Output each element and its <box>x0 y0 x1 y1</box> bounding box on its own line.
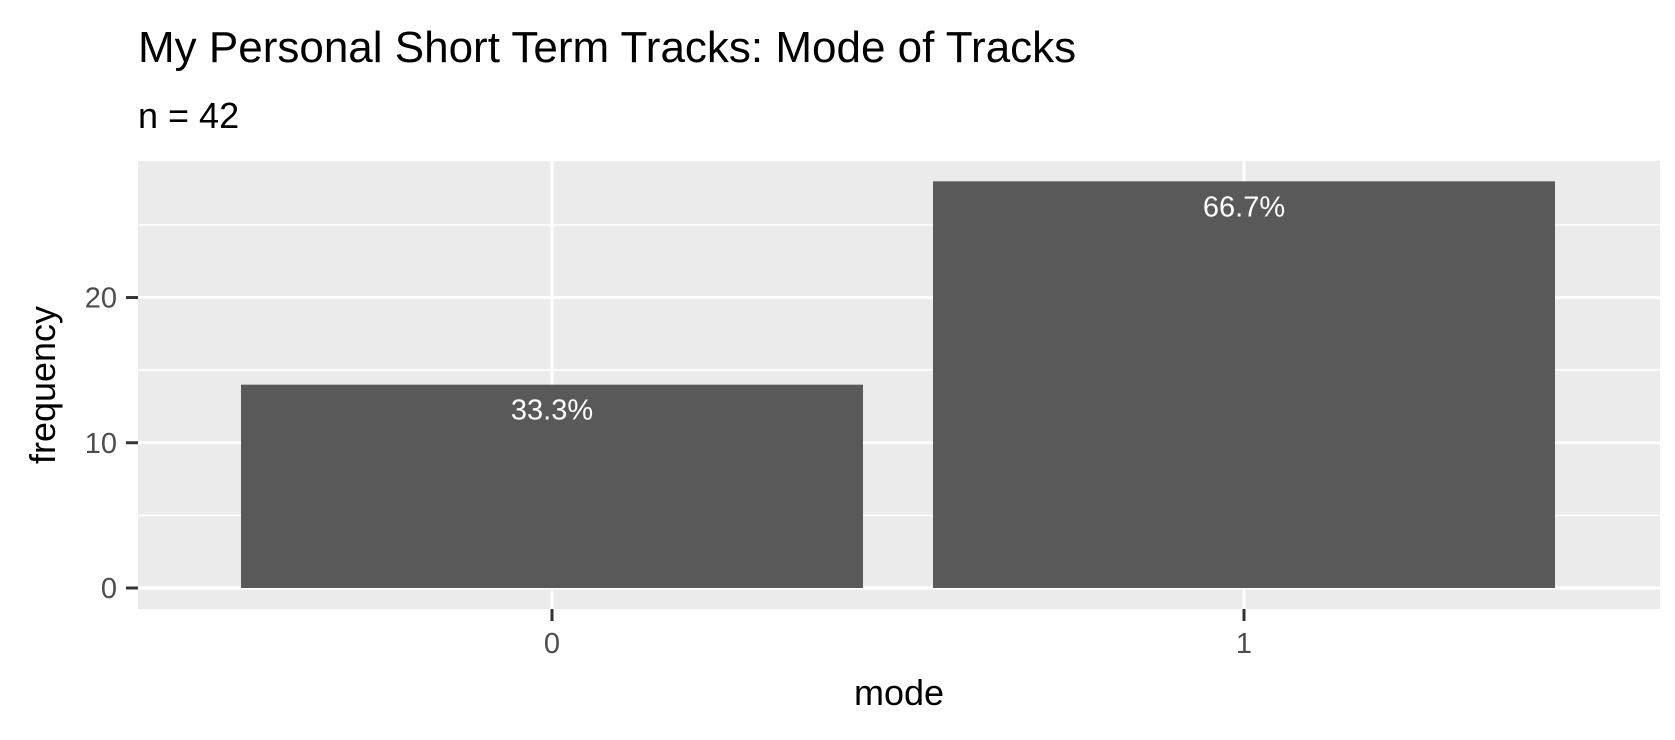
x-tick-label-0: 0 <box>544 628 560 660</box>
y-tick-label: 20 <box>85 283 117 315</box>
y-tick-label: 0 <box>101 573 117 605</box>
data-label-0: 33.3% <box>511 395 593 427</box>
bar-1 <box>933 181 1555 589</box>
x-tick-label-1: 1 <box>1236 628 1252 660</box>
chart-title: My Personal Short Term Tracks: Mode of T… <box>138 23 1076 72</box>
y-axis: 0 10 20 <box>85 283 138 605</box>
y-axis-title: frequency <box>22 306 63 464</box>
data-labels: 33.3% 66.7% <box>511 191 1285 426</box>
bar-0 <box>241 384 863 588</box>
chart-subtitle: n = 42 <box>138 95 239 136</box>
data-label-1: 66.7% <box>1203 191 1285 223</box>
y-tick-label: 10 <box>85 428 117 460</box>
x-axis-title: mode <box>854 672 944 713</box>
bars <box>241 181 1555 589</box>
